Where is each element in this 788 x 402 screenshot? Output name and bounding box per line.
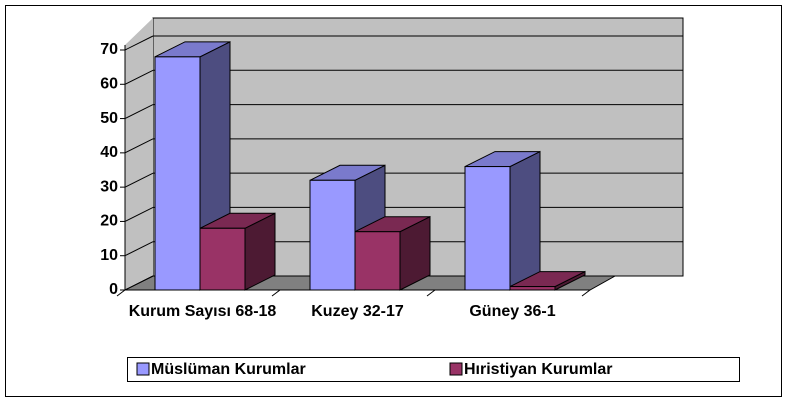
- x-tick-label: Kurum Sayısı 68-18: [128, 303, 277, 320]
- grid-line: [124, 104, 154, 120]
- y-tick-label: 70: [100, 41, 118, 58]
- y-tick-label: 0: [109, 281, 118, 298]
- legend-label: Müslüman Kurumlar: [151, 361, 306, 378]
- y-tick-label: 40: [100, 144, 118, 161]
- legend-box: [127, 357, 740, 382]
- x-tick: [116, 289, 126, 297]
- x-tick-label: Kuzey 32-17: [311, 303, 404, 320]
- grid-line: [124, 206, 154, 222]
- y-tick-label: 30: [100, 178, 118, 195]
- grid-line: [124, 172, 154, 188]
- legend-swatch: [449, 362, 463, 376]
- y-tick-label: 20: [100, 213, 118, 230]
- x-tick: [271, 289, 281, 297]
- grid-line: [124, 138, 154, 154]
- y-tick-label: 50: [100, 110, 118, 127]
- legend-swatch: [136, 362, 150, 376]
- bar: [464, 166, 511, 291]
- x-tick: [581, 289, 591, 297]
- x-tick: [426, 289, 436, 297]
- grid-line: [124, 69, 154, 85]
- y-tick-label: 10: [100, 247, 118, 264]
- bar-side: [509, 150, 541, 291]
- x-tick-label: Güney 36-1: [469, 303, 556, 320]
- grid-line: [124, 241, 154, 257]
- grid-line: [124, 35, 154, 51]
- legend-label: Hıristiyan Kurumlar: [464, 361, 612, 378]
- bar: [509, 286, 556, 291]
- grid-line: [124, 275, 154, 291]
- left-wall: [125, 18, 153, 290]
- bar: [309, 179, 356, 291]
- y-tick-label: 60: [100, 76, 118, 93]
- bar: [154, 56, 201, 291]
- bar: [199, 227, 246, 291]
- bar: [354, 231, 401, 291]
